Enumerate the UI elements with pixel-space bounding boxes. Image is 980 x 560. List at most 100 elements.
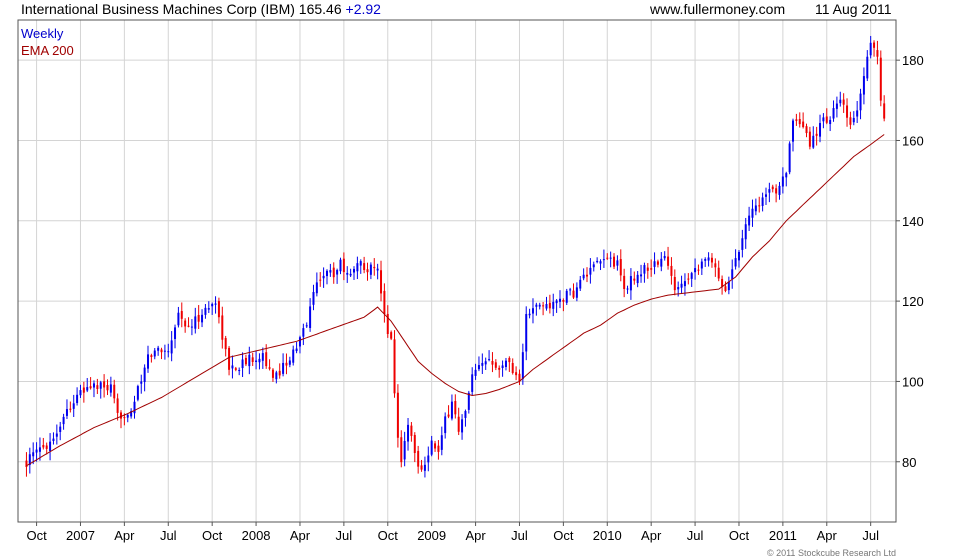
candle-body [150,355,153,357]
candle-body [140,381,143,384]
candle-body [565,290,568,303]
y-tick-label: 120 [902,294,924,309]
candle-body [852,117,855,123]
candle-body [410,425,413,436]
chart-header-title: International Business Machines Corp (IB… [21,1,381,17]
candle-body [217,301,220,318]
candle-body [325,270,328,277]
candle-body [130,411,133,417]
candle-body [298,337,301,347]
x-tick-label: Jul [336,528,353,543]
candle-body [812,135,815,148]
candle-body [106,385,109,391]
candle-body [45,445,48,449]
candle-body [758,205,761,207]
candle-body [214,303,217,305]
candle-body [781,176,784,187]
candle-body [400,437,403,463]
candle-body [197,314,200,322]
candle-body [521,352,524,380]
candle-body [329,270,332,273]
candle-body [312,291,315,305]
chart-source: www.fullermoney.com [650,1,785,17]
chart-date-block: 11 Aug 2011 [815,1,892,17]
candle-body [839,99,842,104]
candle-body [359,261,362,266]
candle-body [366,269,369,273]
candle-body [764,194,767,197]
candle-body [268,367,271,369]
candle-body [187,325,190,327]
candle-body [636,274,639,284]
x-tick-label: Jul [862,528,879,543]
candle-body [292,349,295,363]
candle-body [653,261,656,267]
candle-body [309,306,312,328]
candle-body [228,347,231,370]
candle-body [89,386,92,389]
candle-body [315,282,318,294]
candle-body [474,369,477,376]
candle-body [99,382,102,389]
x-tick-label: Jul [687,528,704,543]
candle-body [163,350,166,352]
x-tick-label: Apr [290,528,311,543]
x-tick-label: Oct [553,528,574,543]
candle-body [768,189,771,193]
candle-body [832,108,835,119]
candle-body [204,307,207,315]
candle-body [376,268,379,271]
candle-body [177,312,180,326]
candle-body [687,278,690,280]
candle-body [491,360,494,365]
candle-body [619,259,622,276]
candle-body [650,268,653,270]
candle-body [626,288,629,290]
candle-body [72,403,75,409]
copyright-notice: © 2011 Stockcube Research Ltd [766,548,896,558]
candle-body [295,348,298,352]
candle-body [224,338,227,350]
candle-body [717,267,720,279]
candle-body [707,257,710,261]
candle-body [244,357,247,365]
candle-body [167,351,170,353]
candle-body [434,443,437,449]
candle-body [464,411,467,418]
candle-body [82,387,85,393]
x-tick-label: Apr [114,528,135,543]
candle-body [305,325,308,327]
candle-body [714,263,717,268]
candle-body [673,277,676,291]
candle-body [815,133,818,136]
candle-body [741,238,744,250]
candle-body [477,365,480,370]
candle-body [430,440,433,455]
candle-body [663,256,666,259]
candle-body [572,290,575,298]
candle-body [116,398,119,413]
candle-body [143,367,146,382]
candle-body [700,261,703,269]
candle-body [640,274,643,277]
candle-body [697,269,700,271]
candle-body [592,264,595,268]
candle-body [484,361,487,365]
candle-body [467,392,470,410]
source-url: www.fullermoney.com [650,1,786,17]
candle-body [393,339,396,394]
x-tick-label: Apr [465,528,486,543]
candle-body [528,313,531,316]
candle-body [670,265,673,276]
candle-body [558,298,561,302]
candle-body [86,387,89,391]
y-tick-label: 160 [902,133,924,148]
candle-body [271,369,274,378]
candle-body [396,392,399,438]
candle-body [248,354,251,367]
candle-body [49,441,52,452]
candle-body [616,260,619,266]
candle-body [28,454,31,466]
candle-body [802,121,805,128]
candle-body [319,279,322,281]
